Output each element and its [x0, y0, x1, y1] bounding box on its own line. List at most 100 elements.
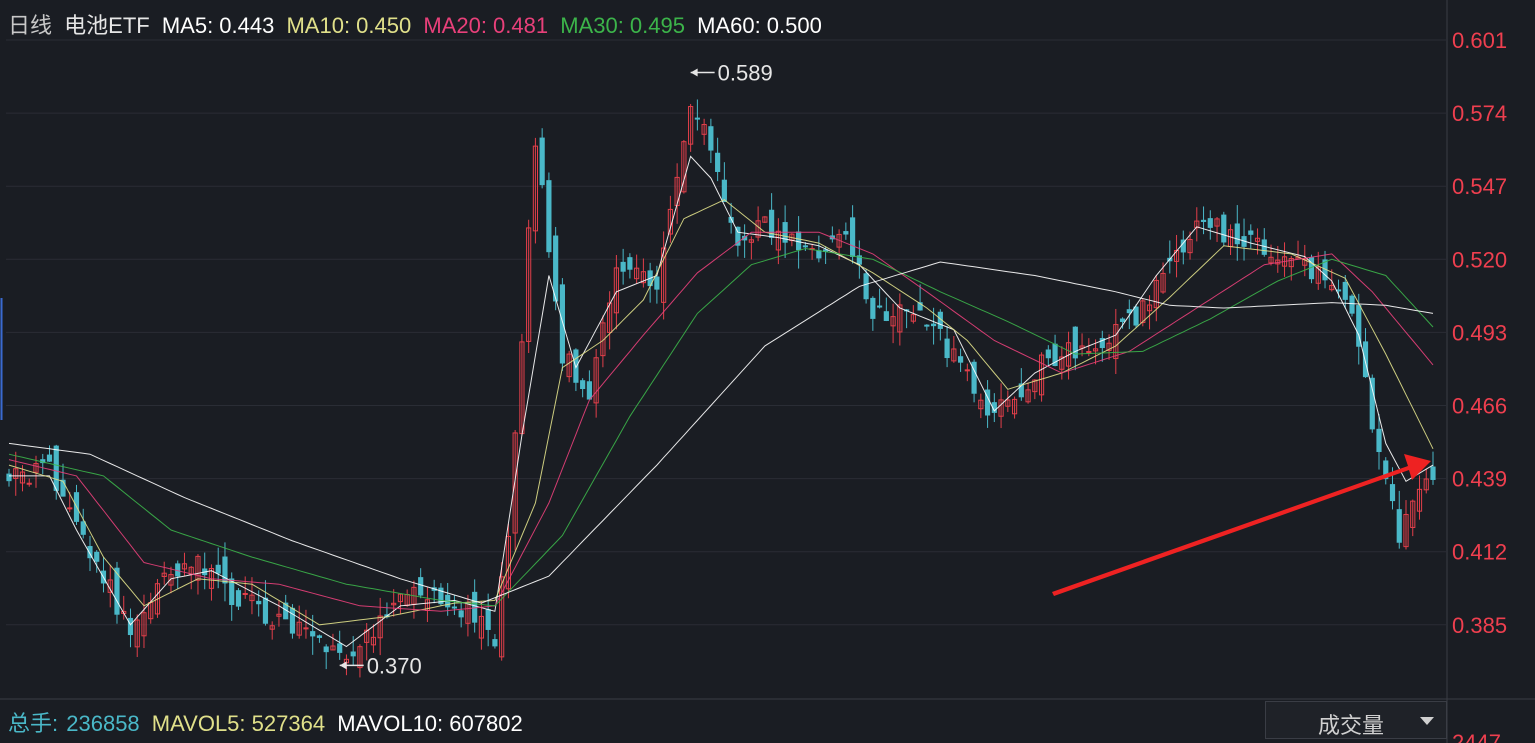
candle-down — [127, 617, 134, 636]
period-label[interactable]: 日线 — [8, 13, 53, 38]
candle-up — [1403, 513, 1409, 548]
candle-up — [330, 645, 336, 651]
candle-up — [161, 572, 167, 577]
candle-down — [53, 445, 59, 491]
candle-down — [735, 226, 741, 246]
ma-line-ma60 — [8, 261, 1434, 604]
candle-down — [715, 152, 721, 172]
candle-up — [1032, 379, 1038, 393]
candle-up — [303, 627, 309, 630]
candle-down — [1376, 428, 1382, 453]
candle-down — [924, 324, 930, 327]
candle-up — [1011, 398, 1018, 415]
candle-up — [910, 314, 916, 322]
y-tick-label: 0.466 — [1452, 394, 1507, 419]
y-tick-label: 0.574 — [1452, 101, 1507, 126]
total-volume-label: 总手: — [8, 711, 59, 736]
candle-down — [80, 521, 86, 535]
candle-down — [87, 546, 93, 559]
candle-down — [94, 551, 100, 562]
candle-down — [796, 231, 802, 251]
annotation-arrow-head — [690, 68, 698, 77]
ma30-label: MA30: 0.495 — [560, 13, 685, 38]
candle-up — [276, 613, 282, 617]
candle-down — [877, 305, 883, 308]
candle-up — [1194, 220, 1200, 229]
candle-up — [296, 621, 302, 636]
mavol10-label: MAVOL10: 607802 — [337, 711, 523, 736]
candle-down — [802, 245, 808, 248]
candle-up — [1146, 304, 1153, 312]
y-tick-label: 0.385 — [1452, 613, 1507, 638]
candle-up — [701, 124, 707, 135]
chart-header: 日线 电池ETF MA5: 0.443 MA10: 0.450 MA20: 0.… — [8, 8, 828, 40]
candle-up — [67, 507, 73, 510]
candle-up — [1160, 272, 1166, 293]
candle-down — [1349, 295, 1355, 314]
candle-down — [316, 635, 323, 638]
annotation-label: 0.370 — [367, 653, 422, 678]
candle-up — [1059, 356, 1065, 370]
candle-up — [370, 636, 377, 646]
candle-up — [1092, 348, 1099, 352]
candle-up — [13, 468, 19, 479]
candle-down — [1200, 219, 1207, 222]
indicator-select[interactable]: 成交量 — [1265, 701, 1447, 739]
ma-line-ma30 — [8, 247, 1434, 607]
candle-down — [769, 209, 775, 238]
candle-down — [742, 235, 748, 241]
candle-down — [870, 297, 876, 319]
candle-up — [195, 555, 201, 581]
candle-up — [593, 357, 599, 404]
candle-down — [256, 600, 262, 605]
y-tick-label: 0.601 — [1452, 28, 1507, 53]
candle-down — [337, 643, 343, 653]
candle-up — [1254, 237, 1261, 242]
candle-down — [580, 380, 586, 390]
candle-down — [1383, 460, 1389, 480]
security-name: 电池ETF — [64, 13, 150, 38]
candle-down — [546, 180, 552, 253]
ma20-label: MA20: 0.481 — [423, 13, 549, 38]
candle-down — [1126, 309, 1132, 314]
candle-down — [708, 126, 714, 151]
candle-up — [181, 563, 188, 570]
candle-up — [364, 629, 370, 643]
pointer-arrow — [1052, 454, 1431, 596]
y-tick-label: 0.520 — [1452, 247, 1507, 272]
annotation-arrow-head — [339, 661, 347, 670]
volume-info-bar: 总手: 236858 MAVOL5: 527364 MAVOL10: 60780… — [8, 706, 529, 738]
candle-up — [775, 230, 781, 251]
candle-down — [458, 610, 464, 618]
candle-down — [930, 323, 937, 327]
candle-down — [1430, 466, 1436, 480]
candle-down — [1221, 214, 1227, 243]
candle-up — [600, 322, 606, 357]
candle-down — [485, 609, 491, 630]
candle-down — [944, 338, 950, 359]
candle-up — [1113, 324, 1119, 360]
candle-down — [235, 590, 242, 607]
indicator-select-label: 成交量 — [1318, 713, 1385, 738]
candle-up — [613, 267, 619, 314]
candle-up — [499, 576, 505, 658]
candle-down — [863, 273, 869, 300]
candle-up — [242, 592, 248, 595]
candle-up — [748, 239, 754, 243]
candle-up — [33, 463, 39, 473]
candle-up — [634, 267, 640, 280]
candle-down — [1099, 338, 1105, 349]
candle-down — [627, 257, 633, 270]
candle-down — [559, 284, 565, 364]
candle-up — [269, 625, 275, 630]
candle-up — [1288, 258, 1294, 268]
candle-down — [323, 646, 329, 653]
ma-line-ma5 — [9, 155, 1434, 648]
candle-up — [1416, 488, 1423, 512]
candle-down — [620, 261, 626, 272]
candle-down — [1119, 318, 1126, 322]
candle-down — [418, 577, 424, 596]
candle-down — [262, 597, 269, 624]
candle-up — [377, 615, 383, 639]
